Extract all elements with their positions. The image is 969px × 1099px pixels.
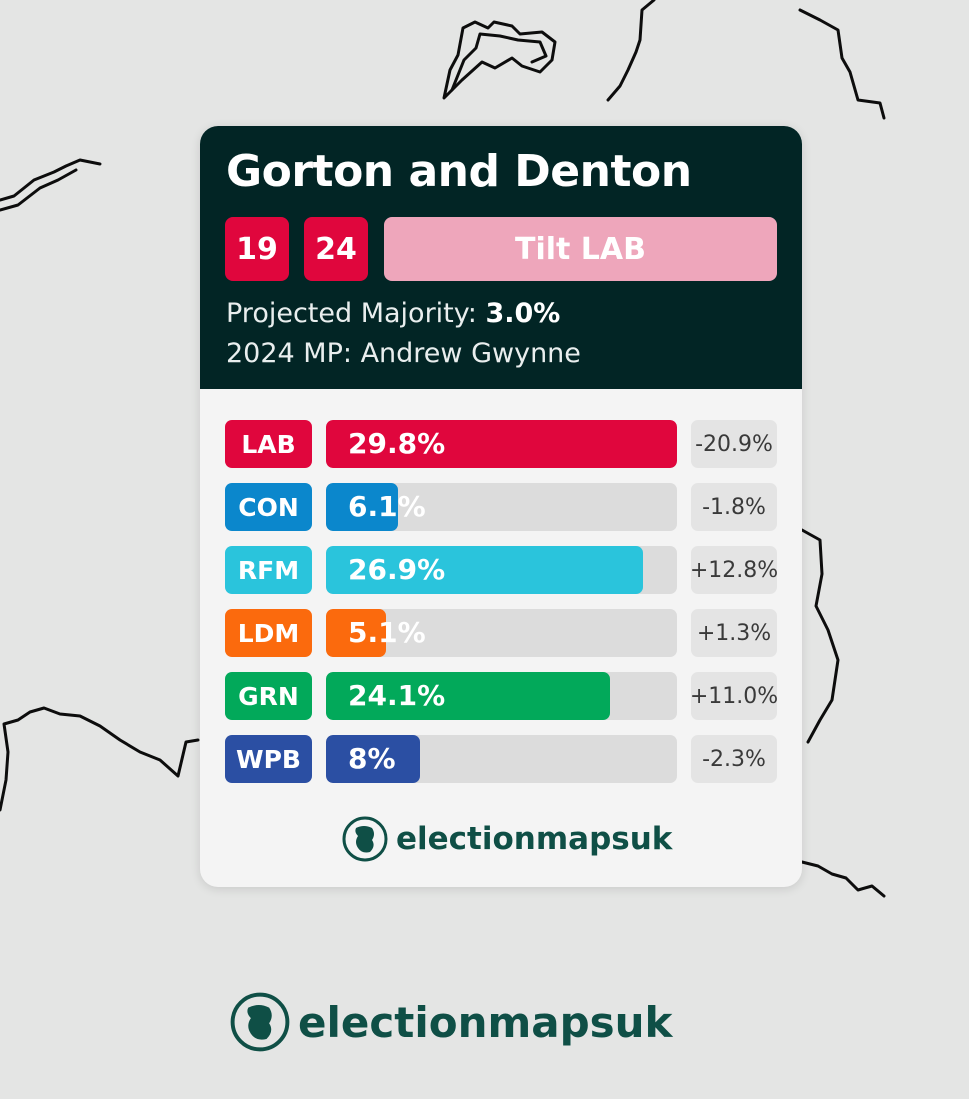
majority-value: 3.0%: [485, 298, 561, 329]
share-label: 5.1%: [348, 616, 426, 649]
result-row: RFM 26.9% +12.8%: [225, 546, 778, 594]
result-row: CON 6.1% -1.8%: [225, 483, 777, 531]
boundary-line: [0, 706, 200, 812]
boundary-line: [798, 8, 886, 120]
share-label: 24.1%: [348, 679, 446, 712]
boundary-line: [800, 860, 886, 898]
party-badge: CON: [225, 483, 312, 531]
share-bar: [326, 672, 610, 720]
share-bar: [326, 483, 398, 531]
share-bar: [326, 546, 643, 594]
result-row: WPB 8% -2.3%: [225, 735, 777, 783]
tilt-badge: Tilt LAB: [384, 217, 777, 281]
party-badge: WPB: [225, 735, 312, 783]
party-badge: LDM: [225, 609, 312, 657]
share-bar: [326, 609, 386, 657]
share-label: 26.9%: [348, 553, 446, 586]
boundary-line: [0, 158, 102, 202]
current-mp: 2024 MP: Andrew Gwynne: [226, 338, 581, 369]
result-row: GRN 24.1% +11.0%: [225, 672, 778, 720]
boundary-line: [606, 0, 656, 102]
share-change: -20.9%: [691, 420, 777, 468]
share-track: 5.1%: [326, 609, 677, 657]
party-badge: RFM: [225, 546, 312, 594]
share-label: 29.8%: [348, 427, 446, 460]
globe-icon: [230, 992, 290, 1052]
share-bar: [326, 420, 677, 468]
badge-19: 19: [225, 217, 289, 281]
result-row: LAB 29.8% -20.9%: [225, 420, 777, 468]
share-change: +1.3%: [691, 609, 777, 657]
footer-logo-text: electionmapsuk: [298, 997, 673, 1047]
share-track: 6.1%: [326, 483, 677, 531]
share-label: 6.1%: [348, 490, 426, 523]
share-change: +11.0%: [690, 672, 778, 720]
boundary-line: [0, 168, 78, 212]
mp-name: Andrew Gwynne: [360, 338, 581, 369]
result-row: LDM 5.1% +1.3%: [225, 609, 777, 657]
share-change: +12.8%: [690, 546, 778, 594]
share-bar: [326, 735, 420, 783]
majority-label: Projected Majority:: [226, 298, 477, 329]
share-track: 29.8%: [326, 420, 677, 468]
share-label: 8%: [348, 742, 396, 775]
boundary-line: [800, 528, 840, 744]
mp-label: 2024 MP:: [226, 338, 352, 369]
globe-icon: [342, 816, 388, 862]
card-logo-text: electionmapsuk: [396, 821, 673, 857]
share-change: -2.3%: [691, 735, 777, 783]
card-logo: electionmapsuk: [342, 816, 672, 862]
party-badge: LAB: [225, 420, 312, 468]
constituency-name: Gorton and Denton: [226, 146, 692, 197]
projected-majority: Projected Majority: 3.0%: [226, 298, 560, 329]
party-badge: GRN: [225, 672, 312, 720]
boundary-line: [450, 32, 548, 92]
constituency-card: Gorton and Denton 19 24 Tilt LAB Project…: [200, 126, 802, 887]
share-track: 24.1%: [326, 672, 677, 720]
badge-24: 24: [304, 217, 368, 281]
share-change: -1.8%: [691, 483, 777, 531]
card-header: Gorton and Denton 19 24 Tilt LAB Project…: [200, 126, 802, 389]
share-track: 8%: [326, 735, 677, 783]
boundary-line: [442, 20, 557, 100]
footer-logo: electionmapsuk: [230, 992, 673, 1052]
share-track: 26.9%: [326, 546, 677, 594]
